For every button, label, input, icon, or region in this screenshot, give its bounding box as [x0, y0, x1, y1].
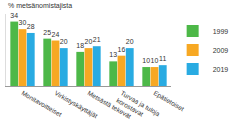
svg-text:1999: 1999 — [213, 28, 229, 35]
svg-text:30: 30 — [19, 19, 27, 26]
svg-text:Turvaa ja tulojakorostavat: Turvaa ja tulojakorostavat — [115, 89, 161, 125]
svg-text:28: 28 — [27, 23, 35, 30]
svg-text:20: 20 — [85, 38, 93, 45]
svg-text:10: 10 — [142, 57, 150, 64]
svg-text:34: 34 — [10, 12, 18, 19]
svg-text:% metsänomistajista: % metsänomistajista — [8, 2, 72, 10]
svg-text:11: 11 — [159, 55, 166, 62]
svg-text:20: 20 — [60, 38, 68, 45]
svg-text:13: 13 — [109, 51, 117, 58]
svg-text:Epätietoiset: Epätietoiset — [152, 89, 186, 113]
svg-text:21: 21 — [93, 36, 101, 43]
svg-text:2019: 2019 — [213, 66, 229, 73]
svg-text:Monitavoitteiset: Monitavoitteiset — [20, 89, 63, 118]
svg-text:24: 24 — [52, 31, 60, 38]
svg-text:25: 25 — [43, 29, 51, 36]
svg-text:10: 10 — [151, 57, 159, 64]
svg-text:20: 20 — [126, 38, 134, 45]
svg-text:Virkistyskäyttäjät: Virkistyskäyttäjät — [53, 89, 99, 120]
svg-text:2009: 2009 — [213, 47, 229, 54]
svg-text:18: 18 — [76, 42, 84, 49]
svg-text:16: 16 — [118, 46, 126, 53]
svg-text:Metsästä tekevät: Metsästä tekevät — [86, 89, 132, 120]
